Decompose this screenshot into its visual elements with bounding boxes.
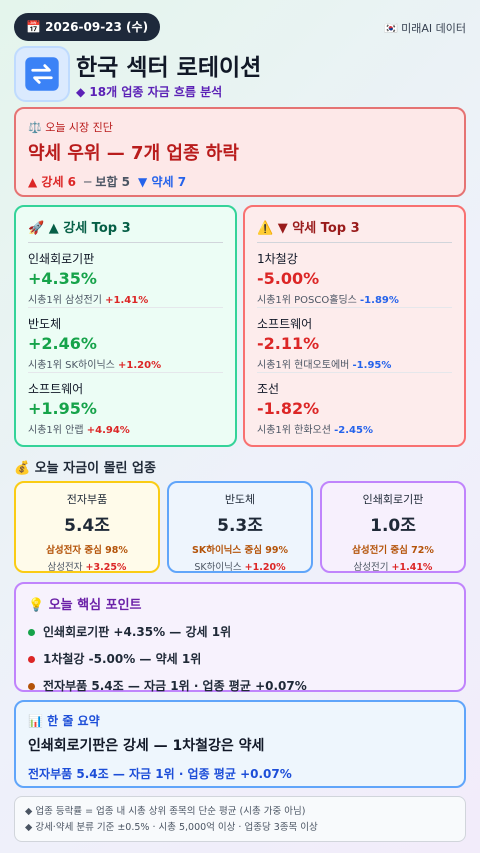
card-leader-line: 삼성전기 +1.41%	[322, 559, 464, 573]
card-leader-change: +1.20%	[244, 562, 286, 573]
card-leader-line: SK하이닉스 +1.20%	[169, 559, 311, 573]
leader-line: 시총1위 현대오토에버 -1.95%	[257, 356, 452, 371]
sector-change: +2.46%	[28, 334, 97, 353]
losers-title: ⚠️ ▼ 약세 Top 3	[257, 217, 452, 243]
diagnosis: ⚖️ 오늘 시장 진단 약세 우위 — 7개 업종 하락 ▲ 강세 6 ─ 보합 …	[14, 107, 466, 197]
leader-line: 시총1위 POSCO홀딩스 -1.89%	[257, 291, 452, 306]
leader-change: -2.45%	[334, 425, 373, 436]
card-leader-change: +3.25%	[85, 562, 127, 573]
leader-name: 시총1위 현대오토에버	[257, 360, 350, 371]
card-sector: 인쇄회로기판	[362, 493, 424, 506]
leader-name: 시총1위 안랩	[28, 425, 84, 436]
leader-change: +1.20%	[118, 360, 162, 371]
sector-name: 조선	[257, 382, 280, 396]
sector-item: 소프트웨어 -2.11% 시총1위 현대오토에버 -1.95%	[257, 308, 452, 373]
sector-change: -1.82%	[257, 399, 320, 418]
sector-name: 소프트웨어	[28, 382, 84, 396]
sector-name: 인쇄회로기판	[28, 252, 95, 266]
losers: ⚠️ ▼ 약세 Top 3 1차철강 -5.00% 시총1위 POSCO홀딩스 -1.…	[243, 205, 466, 447]
key-point: 전자부품 5.4조 — 자금 1위 · 업종 평균 +0.07%	[28, 677, 452, 694]
sector-change: +1.95%	[28, 399, 97, 418]
sector-item: 반도체 +2.46% 시총1위 SK하이닉스 +1.20%	[28, 308, 223, 373]
card-amount: 5.3조	[217, 516, 263, 536]
card-focus: 삼성전자 중심 98%	[46, 545, 128, 556]
sector-item: 소프트웨어 +1.95% 시총1위 안랩 +4.94%	[28, 373, 223, 438]
leader-line: 시총1위 한화오션 -2.45%	[257, 421, 452, 436]
sector-item: 인쇄회로기판 +4.35% 시총1위 삼성전기 +1.41%	[28, 243, 223, 308]
leader-change: +1.41%	[105, 295, 149, 306]
note: ◆ 업종 등락률 = 업종 내 시총 상위 종목의 단순 평균 (시총 가중 아…	[25, 806, 306, 817]
sector-name: 1차철강	[257, 252, 298, 266]
card-leader: 삼성전기	[353, 562, 389, 573]
leader-name: 시총1위 한화오션	[257, 425, 331, 436]
summary-title: 📊 한 줄 요약	[28, 714, 100, 728]
leader-name: 시총1위 SK하이닉스	[28, 360, 115, 371]
title-icon	[14, 46, 70, 102]
card-focus: SK하이닉스 중심 99%	[192, 545, 288, 556]
count: ─ 보합 5	[84, 175, 131, 189]
sector-change: -2.11%	[257, 334, 320, 353]
leader-change: -1.95%	[352, 360, 392, 371]
gainers-title: 🚀 ▲ 강세 Top 3	[28, 217, 223, 243]
card-sector: 전자부품	[66, 493, 108, 506]
card-sector: 반도체	[224, 493, 256, 506]
leader-name: 시총1위 POSCO홀딩스	[257, 295, 357, 306]
card-amount: 1.0조	[370, 516, 416, 536]
card-leader: SK하이닉스	[194, 562, 242, 573]
key-points-title: 💡 오늘 핵심 포인트	[28, 598, 142, 613]
leader-change: -1.89%	[360, 295, 399, 306]
sector-name: 소프트웨어	[257, 317, 313, 331]
leader-line: 시총1위 SK하이닉스 +1.20%	[28, 356, 223, 371]
card-leader: 삼성전자	[47, 562, 83, 573]
key-point: 1차철강 -5.00% — 약세 1위	[28, 650, 452, 667]
count: ▲ 강세 6	[28, 175, 77, 189]
summary-headline: 인쇄회로기판은 강세 — 1차철강은 약세	[28, 738, 265, 754]
card-leader-change: +1.41%	[391, 562, 433, 573]
card-amount: 5.4조	[64, 516, 110, 536]
money-title: 💰 오늘 자금이 몰린 업종	[14, 461, 156, 476]
brand: 🇰🇷 미래AI 데이터	[383, 22, 466, 35]
note: ◆ 강세·약세 분류 기준 ±0.5% · 시총 5,000억 이상 · 업종당…	[25, 822, 318, 833]
date-pill: 📅 2026-09-23 (수)	[14, 13, 161, 41]
sector-item: 1차철강 -5.00% 시총1위 POSCO홀딩스 -1.89%	[257, 243, 452, 308]
card-focus: 삼성전기 중심 72%	[352, 545, 434, 556]
card-leader-line: 삼성전자 +3.25%	[16, 559, 158, 573]
title: 한국 섹터 로테이션	[76, 55, 262, 81]
sector-name: 반도체	[28, 317, 62, 331]
leader-line: 시총1위 삼성전기 +1.41%	[28, 291, 223, 306]
notes: ◆ 업종 등락률 = 업종 내 시총 상위 종목의 단순 평균 (시총 가중 아…	[14, 796, 466, 842]
leader-change: +4.94%	[86, 425, 130, 436]
leader-name: 시총1위 삼성전기	[28, 295, 102, 306]
money-card: 반도체 5.3조 SK하이닉스 중심 99% SK하이닉스 +1.20%	[167, 481, 313, 573]
key-point: 인쇄회로기판 +4.35% — 강세 1위	[28, 623, 452, 640]
counts: ▲ 강세 6 ─ 보합 5 ▼ 약세 7	[28, 173, 452, 190]
leader-line: 시총1위 안랩 +4.94%	[28, 421, 223, 436]
diagnosis-label: ⚖️ 오늘 시장 진단	[28, 121, 113, 134]
count: ▼ 약세 7	[138, 175, 187, 189]
gainers: 🚀 ▲ 강세 Top 3 인쇄회로기판 +4.35% 시총1위 삼성전기 +1.41%…	[14, 205, 237, 447]
subtitle: ◆ 18개 업종 자금 흐름 분석	[76, 85, 223, 99]
summary: 📊 한 줄 요약 인쇄회로기판은 강세 — 1차철강은 약세 전자부품 5.4조…	[14, 700, 466, 788]
summary-detail: 전자부품 5.4조 — 자금 1위 · 업종 평균 +0.07%	[28, 767, 292, 781]
diagnosis-headline: 약세 우위 — 7개 업종 하락	[28, 143, 239, 164]
sector-change: -5.00%	[257, 269, 320, 288]
sector-change: +4.35%	[28, 269, 97, 288]
sector-item: 조선 -1.82% 시총1위 한화오션 -2.45%	[257, 373, 452, 438]
